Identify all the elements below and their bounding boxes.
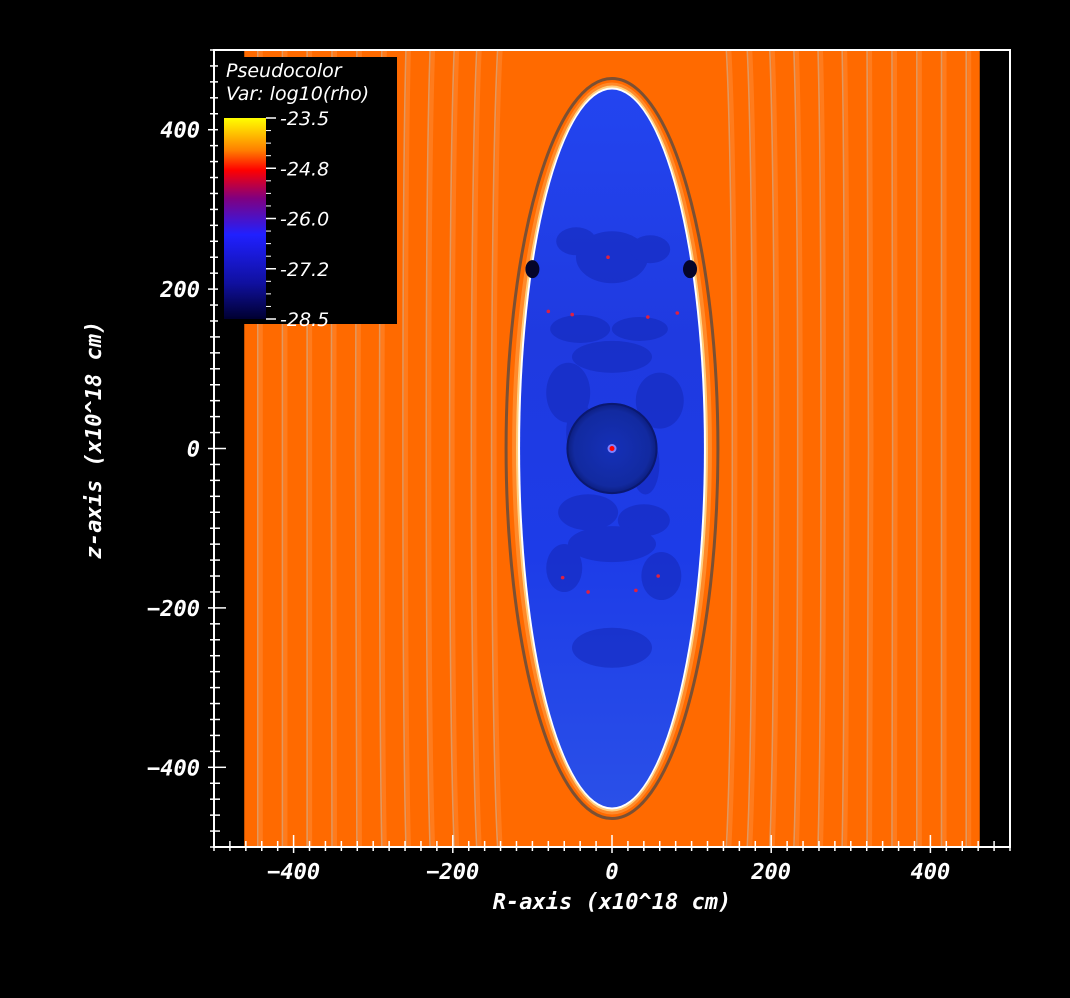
cavity-blob [572, 627, 652, 668]
x-axis: −400 −200 0 200 400 [213, 835, 1011, 885]
x-tick-label: 0 [605, 860, 618, 885]
colorbar-tick-label: -23.5 [280, 108, 329, 130]
cavity-blob [558, 494, 619, 531]
field-line [402, 50, 407, 847]
field-line [490, 50, 499, 847]
legend-plot-type: Pseudocolor [226, 60, 343, 82]
dense-clump [586, 590, 590, 594]
y-axis-title: z-axis (x10^18 cm) [82, 321, 107, 559]
x-tick-label: −400 [267, 860, 320, 885]
field-line [841, 50, 846, 847]
dense-clump [606, 255, 610, 260]
legend: Pseudocolor Var: log10(rho) -23.5-24.8-2… [218, 57, 397, 331]
field-line-glow [492, 50, 503, 847]
outer-bow-line [504, 76, 720, 821]
y-tick-label: 400 [160, 119, 200, 144]
cavity-blob [641, 552, 682, 601]
cavity-blob [568, 526, 656, 563]
field-line [448, 50, 456, 847]
dense-clump [675, 311, 680, 315]
heatmap [244, 50, 980, 847]
colorbar-tick-label: -27.2 [280, 259, 329, 281]
field-line-glow [427, 50, 436, 847]
field-line-glow [450, 50, 460, 847]
colorbar-tick-label: -26.0 [280, 209, 329, 231]
field-line [817, 50, 822, 847]
dense-clump [560, 575, 565, 580]
central-sphere-edge [566, 402, 658, 495]
field-line-glow [748, 50, 758, 847]
field-line-glow [843, 50, 850, 847]
field-line-glow [794, 50, 803, 847]
field-line [891, 50, 894, 847]
cavity-blob [630, 235, 671, 264]
field-line [725, 50, 734, 847]
field-line [746, 50, 754, 847]
cavity-blob [556, 227, 597, 256]
field-line-glow [403, 50, 411, 847]
field-line [768, 50, 776, 847]
cavity-blob [611, 316, 668, 341]
cavity-blob [546, 544, 583, 593]
field-line-glow [868, 50, 874, 847]
x-tick-label: −200 [426, 860, 479, 885]
cavity-structure [546, 227, 684, 668]
colorbar-ticks: -23.5 -24.8 -26.0 -27.2 -28.5 [266, 108, 329, 331]
cavity-blob [550, 314, 611, 343]
x-axis-title: R-axis (x10^18 cm) [493, 890, 731, 915]
cavity-notch [683, 260, 698, 279]
field-line [425, 50, 431, 847]
x-tick-label: 200 [750, 860, 791, 885]
y-tick-label: −200 [147, 597, 200, 622]
cavity-notch [525, 260, 540, 279]
dense-clump [570, 312, 574, 317]
field-line-glow [727, 50, 738, 847]
dense-clump [646, 315, 650, 319]
legend-variable: Var: log10(rho) [226, 83, 369, 105]
x-tick-label: 400 [911, 860, 951, 885]
colorbar-tick-label: -24.8 [280, 158, 329, 180]
dense-clump [546, 309, 551, 314]
y-tick-label: −400 [147, 756, 200, 781]
colorbar-tick-label: -28.5 [280, 309, 329, 331]
field-line-glow [819, 50, 827, 847]
field-line-glow [770, 50, 780, 847]
field-line-glow [472, 50, 482, 847]
colorbar [224, 118, 266, 319]
cavity-blob [572, 340, 652, 373]
dense-clump [656, 574, 660, 578]
dense-clumps [546, 255, 680, 594]
dense-clump [634, 588, 638, 593]
field-line-glow [892, 50, 898, 847]
y-tick-label: 200 [159, 278, 200, 303]
y-tick-label: 0 [187, 438, 200, 463]
cavity-blob [635, 372, 684, 429]
center-point [609, 446, 615, 451]
field-line [470, 50, 478, 847]
field-line [866, 50, 870, 847]
field-line [793, 50, 799, 847]
y-axis: −400 −200 0 200 400 [147, 49, 226, 848]
